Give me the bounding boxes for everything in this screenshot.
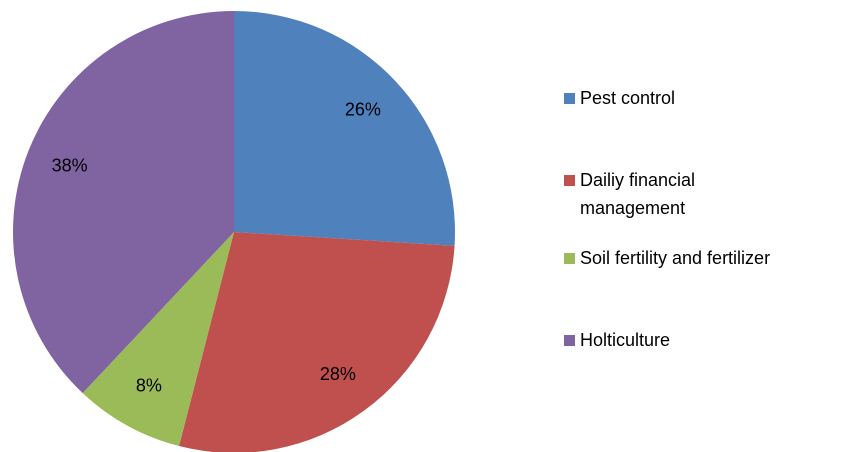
legend-label: Dailiy financial management	[580, 170, 696, 218]
legend: Pest control Dailiy financial management S…	[564, 0, 853, 452]
data-label: 8%	[136, 376, 162, 396]
legend-swatch	[564, 335, 575, 346]
legend-label: Holticulture	[580, 330, 671, 350]
pie-slice	[12, 11, 234, 394]
legend-item: Dailiy financial management	[564, 166, 740, 222]
legend-item: Pest control	[564, 84, 675, 112]
legend-item: Holticulture	[564, 326, 670, 354]
legend-swatch	[564, 93, 575, 104]
pie-slice	[179, 232, 455, 452]
pie-slice	[82, 232, 234, 447]
legend-item: Soil fertility and fertilizer	[564, 244, 770, 272]
pie-slice	[234, 11, 455, 246]
legend-label: Soil fertility and fertilizer	[580, 248, 771, 268]
data-label: 26%	[345, 100, 381, 120]
legend-swatch	[564, 175, 575, 186]
data-label: 38%	[52, 156, 88, 176]
legend-label: Pest control	[580, 88, 676, 108]
legend-swatch	[564, 253, 575, 264]
data-label: 28%	[320, 364, 356, 384]
